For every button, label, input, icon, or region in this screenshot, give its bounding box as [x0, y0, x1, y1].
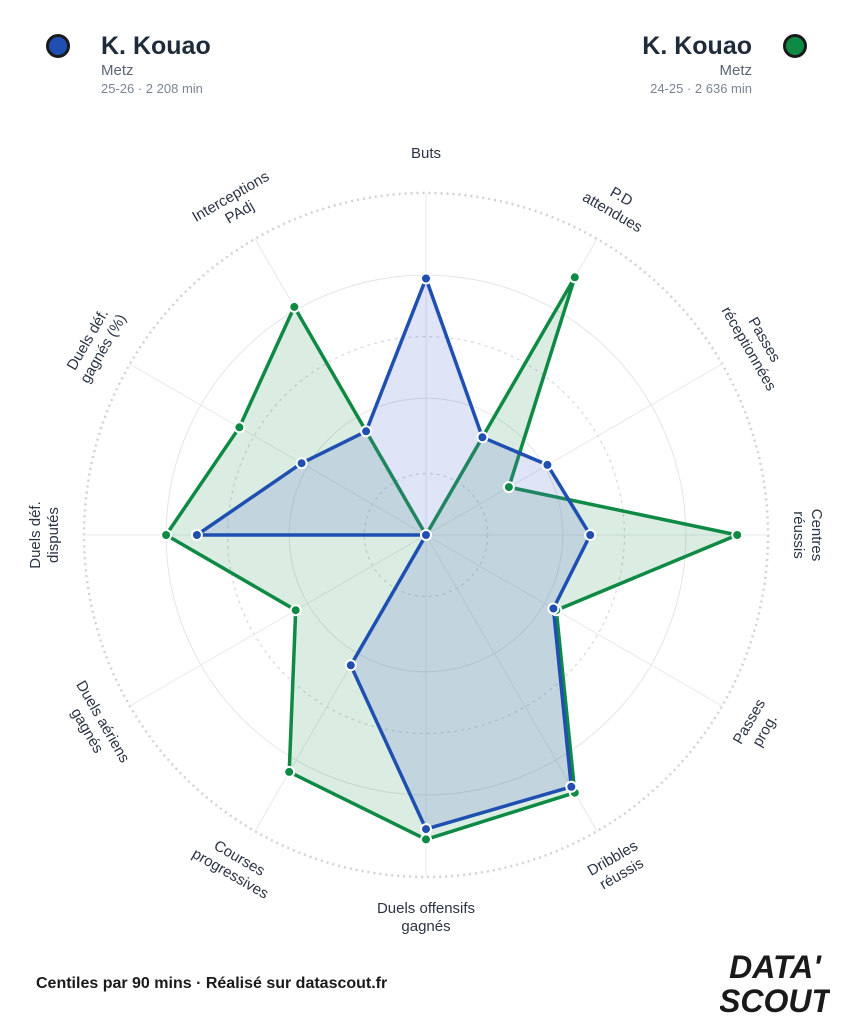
spoke-4 [425, 534, 723, 707]
series-1-point-9 [160, 529, 173, 541]
series-0-point-2 [541, 458, 554, 471]
series-1-point-3 [731, 529, 744, 541]
spoke-8 [129, 534, 427, 707]
series-0-point-9 [190, 529, 203, 541]
player-left-color-dot [46, 34, 70, 58]
axis-label-6-line-1: gagnés [401, 918, 450, 935]
axis-label-10: Duels déf.gagnés (%) [64, 306, 130, 386]
player-right-meta: 24-25 · 2 636 min [650, 81, 752, 96]
player-right: K. Kouao Metz 24-25 · 2 636 min [642, 30, 807, 98]
spoke-10 [129, 363, 427, 536]
series-0-point-3 [584, 529, 597, 541]
axis-label-9-line-0: Duels déf. [27, 501, 44, 569]
player-left: K. Kouao Metz 25-26 · 2 208 min [46, 30, 211, 98]
player-right-name: K. Kouao [642, 32, 752, 60]
axis-label-6-line-0: Duels offensifs [377, 900, 475, 917]
series-1-point-10 [233, 421, 246, 434]
series-1-point-8 [289, 604, 302, 617]
series-1-point-2 [502, 481, 515, 494]
series-0-point-10 [295, 457, 308, 470]
logo-line2: SCOUT [720, 983, 830, 1018]
footer-credit: Centiles par 90 mins · Réalisé sur datas… [36, 975, 388, 992]
player-right-color-dot [783, 34, 807, 58]
spoke-2 [425, 363, 723, 536]
series-0-point-8 [420, 529, 432, 541]
series-0-point-11 [360, 425, 373, 438]
player-right-club: Metz [719, 62, 752, 79]
axis-label-3-line-0: Centres [808, 509, 825, 562]
axis-label-3-line-1: réussis [790, 511, 807, 559]
series-0-point-5 [565, 780, 578, 793]
player-left-meta: 25-26 · 2 208 min [101, 81, 203, 96]
series-1-point-11 [288, 300, 301, 313]
series-0-point-1 [476, 431, 489, 444]
series-0-point-0 [420, 272, 432, 285]
series-0-point-4 [547, 602, 560, 615]
series-0-point-6 [420, 823, 432, 836]
player-left-name: K. Kouao [101, 32, 211, 60]
axis-label-0-line-0: Buts [411, 145, 441, 162]
player-left-club: Metz [101, 62, 134, 79]
axis-label-9: Duels déf. disputés [27, 501, 62, 569]
series-1-point-1 [568, 271, 581, 284]
series-1-point-6 [420, 833, 432, 846]
logo-line1: DATA' [729, 949, 822, 985]
series-1-point-7 [283, 765, 296, 778]
series-0-point-7 [344, 659, 357, 672]
axis-label-0: Buts [411, 145, 441, 162]
axis-label-9-line-1: disputés [45, 507, 62, 563]
datascout-logo: DATA' SCOUT [720, 949, 830, 1018]
